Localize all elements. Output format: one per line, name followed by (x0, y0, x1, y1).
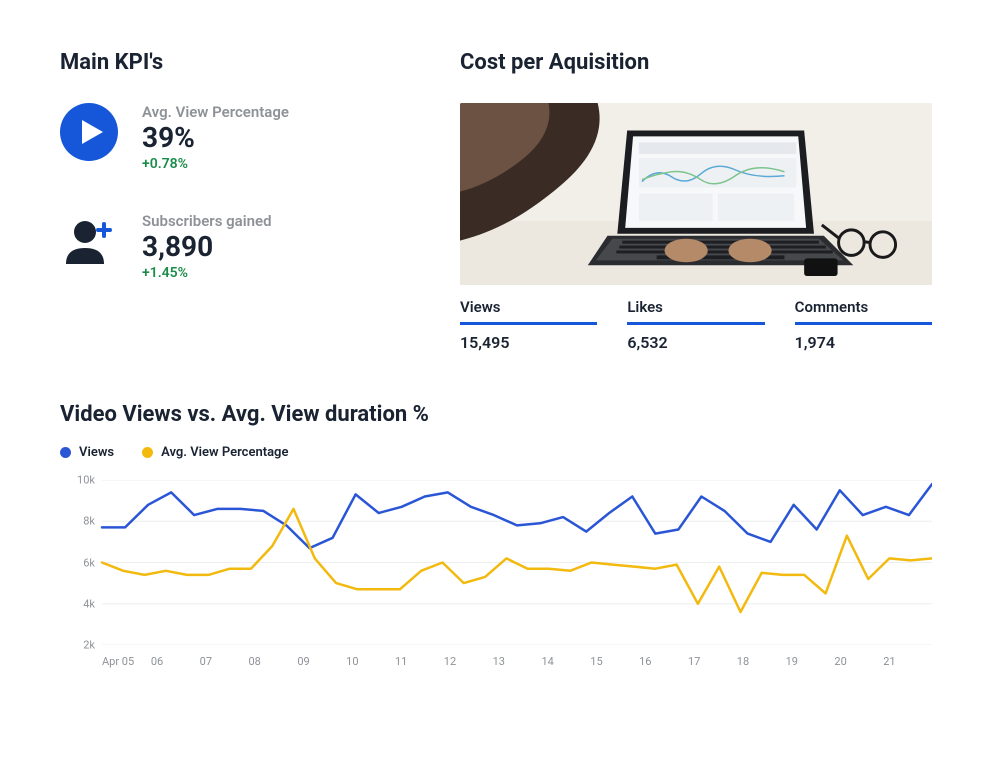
cpa-stats: Views 15,495 Likes 6,532 Comments 1,974 (460, 298, 932, 352)
cpa-hero-image (460, 103, 932, 288)
x-tick-label: 21 (883, 655, 932, 668)
y-tick-label: 8k (83, 515, 95, 528)
x-tick-label: 12 (444, 655, 493, 668)
y-tick-label: 10k (77, 474, 95, 487)
y-tick-label: 4k (83, 597, 95, 610)
x-tick-label: 09 (297, 655, 346, 668)
legend-label: Views (79, 445, 114, 460)
kpi-item-subscribers: Subscribers gained 3,890 +1.45% (60, 212, 420, 281)
chart-title: Video Views vs. Avg. View duration % (60, 402, 932, 427)
kpi-section: Main KPI's Avg. View Percentage 39% +0.7… (60, 50, 420, 352)
cpa-stat-label: Comments (795, 298, 932, 325)
x-tick-label: 11 (395, 655, 444, 668)
x-tick-label: 07 (200, 655, 249, 668)
cpa-stat-likes: Likes 6,532 (627, 298, 764, 352)
cpa-stat-value: 1,974 (795, 333, 932, 352)
x-tick-label: 14 (541, 655, 590, 668)
x-tick-label: 10 (346, 655, 395, 668)
x-tick-label: 08 (248, 655, 297, 668)
x-tick-label: 15 (590, 655, 639, 668)
kpi-delta: +1.45% (142, 265, 272, 281)
kpi-value: 3,890 (142, 232, 272, 263)
x-axis-labels: Apr 0506070809101112131415161718192021 (102, 655, 932, 668)
legend-label: Avg. View Percentage (161, 445, 288, 460)
x-tick-label: 19 (786, 655, 835, 668)
kpi-label: Subscribers gained (142, 212, 272, 230)
kpi-value: 39% (142, 123, 289, 154)
legend-item-avg-view-pct: Avg. View Percentage (142, 445, 288, 460)
x-tick-label: 16 (639, 655, 688, 668)
play-icon (60, 103, 118, 161)
cpa-stat-comments: Comments 1,974 (795, 298, 932, 352)
chart-section: Video Views vs. Avg. View duration % Vie… (60, 402, 932, 668)
cpa-stat-views: Views 15,495 (460, 298, 597, 352)
cpa-stat-label: Likes (627, 298, 764, 325)
kpi-title: Main KPI's (60, 50, 420, 75)
chart-canvas: 2k4k6k8k10k (60, 480, 932, 649)
line-chart-svg (60, 480, 932, 645)
cpa-section: Cost per Aquisition (460, 50, 932, 352)
cpa-stat-value: 15,495 (460, 333, 597, 352)
y-tick-label: 6k (83, 556, 95, 569)
x-tick-label: 06 (151, 655, 200, 668)
legend-dot (60, 447, 71, 458)
y-tick-label: 2k (83, 639, 95, 652)
x-tick-label: 17 (688, 655, 737, 668)
kpi-item-view-pct: Avg. View Percentage 39% +0.78% (60, 103, 420, 172)
cpa-stat-value: 6,532 (627, 333, 764, 352)
x-tick-label: 18 (737, 655, 786, 668)
cpa-stat-label: Views (460, 298, 597, 325)
x-tick-label: 13 (493, 655, 542, 668)
kpi-label: Avg. View Percentage (142, 103, 289, 121)
person-plus-icon (60, 212, 118, 270)
cpa-title: Cost per Aquisition (460, 50, 932, 75)
kpi-delta: +0.78% (142, 156, 289, 172)
legend-dot (142, 447, 153, 458)
x-tick-label: Apr 05 (102, 655, 151, 668)
legend-item-views: Views (60, 445, 114, 460)
x-tick-label: 20 (834, 655, 883, 668)
chart-legend: Views Avg. View Percentage (60, 445, 932, 460)
